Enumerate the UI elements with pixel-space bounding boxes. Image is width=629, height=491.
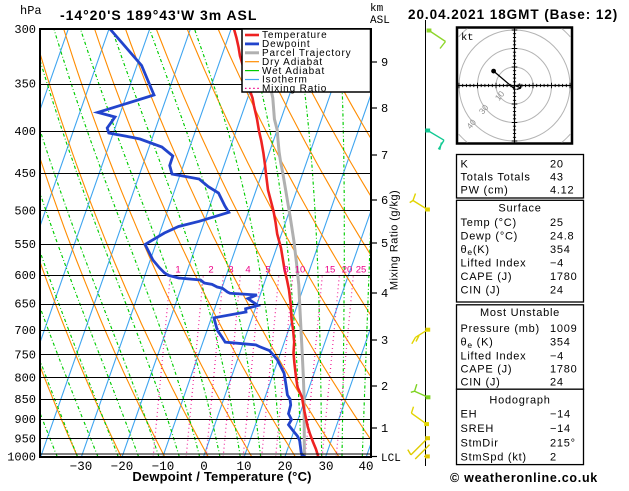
svg-text:Most Unstable: Most Unstable xyxy=(480,307,560,319)
svg-text:2: 2 xyxy=(550,452,557,464)
svg-text:4: 4 xyxy=(381,287,388,301)
svg-text:25: 25 xyxy=(550,217,564,229)
svg-text:km: km xyxy=(370,3,384,15)
svg-text:10: 10 xyxy=(236,460,251,474)
svg-text:5: 5 xyxy=(265,265,270,276)
svg-text:1009: 1009 xyxy=(550,323,577,335)
svg-text:7: 7 xyxy=(381,149,388,163)
svg-text:CIN (J): CIN (J) xyxy=(461,377,501,389)
svg-text:−4: −4 xyxy=(550,258,564,270)
svg-text:20.04.2021 18GMT (Base: 12): 20.04.2021 18GMT (Base: 12) xyxy=(408,7,618,22)
svg-text:900: 900 xyxy=(14,413,36,427)
svg-text:1: 1 xyxy=(175,265,180,276)
svg-text:750: 750 xyxy=(14,348,36,362)
svg-text:6: 6 xyxy=(381,194,388,208)
svg-text:700: 700 xyxy=(14,324,36,338)
svg-text:354: 354 xyxy=(550,337,571,349)
svg-text:Lifted Index: Lifted Index xyxy=(461,350,527,362)
svg-text:Totals Totals: Totals Totals xyxy=(461,172,531,184)
svg-text:354: 354 xyxy=(550,244,571,256)
svg-text:850: 850 xyxy=(14,393,36,407)
svg-text:ASL: ASL xyxy=(370,15,390,27)
svg-text:Hodograph: Hodograph xyxy=(489,394,550,406)
svg-text:CAPE (J): CAPE (J) xyxy=(461,363,513,375)
svg-text:5: 5 xyxy=(381,237,388,251)
svg-text:1: 1 xyxy=(381,422,388,436)
svg-text:1780: 1780 xyxy=(550,363,577,375)
svg-text:Dewpoint / Temperature (°C): Dewpoint / Temperature (°C) xyxy=(132,469,311,484)
svg-text:600: 600 xyxy=(14,269,36,283)
svg-text:43: 43 xyxy=(550,172,564,184)
svg-text:−30: −30 xyxy=(70,460,93,474)
svg-text:3: 3 xyxy=(381,334,388,348)
svg-text:2: 2 xyxy=(208,265,213,276)
svg-text:StmDir: StmDir xyxy=(461,438,499,450)
svg-text:Parcel Trajectory: Parcel Trajectory xyxy=(262,48,351,59)
svg-text:3: 3 xyxy=(228,265,233,276)
svg-text:Temperature: Temperature xyxy=(262,30,328,41)
svg-text:PW (cm): PW (cm) xyxy=(461,185,509,197)
svg-text:hPa: hPa xyxy=(20,4,42,18)
svg-text:20: 20 xyxy=(342,265,353,276)
svg-text:500: 500 xyxy=(14,204,36,218)
svg-text:24: 24 xyxy=(550,377,564,389)
svg-text:SREH: SREH xyxy=(461,423,495,435)
svg-text:950: 950 xyxy=(14,432,36,446)
svg-text:CIN (J): CIN (J) xyxy=(461,285,501,297)
svg-text:CAPE (J): CAPE (J) xyxy=(461,271,513,283)
svg-text:9: 9 xyxy=(381,56,388,70)
svg-text:8: 8 xyxy=(283,265,288,276)
svg-text:20: 20 xyxy=(277,460,292,474)
svg-text:−20: −20 xyxy=(111,460,134,474)
svg-text:20: 20 xyxy=(550,158,564,170)
svg-text:K: K xyxy=(461,158,469,170)
svg-text:Wet Adiabat: Wet Adiabat xyxy=(262,66,325,77)
svg-text:450: 450 xyxy=(14,167,36,181)
svg-text:kt: kt xyxy=(461,32,474,44)
svg-text:Dry Adiabat: Dry Adiabat xyxy=(262,57,323,68)
svg-text:EH: EH xyxy=(461,409,478,421)
svg-text:Isotherm: Isotherm xyxy=(262,75,308,86)
svg-text:Temp (°C): Temp (°C) xyxy=(461,217,517,229)
svg-text:0: 0 xyxy=(200,460,208,474)
svg-text:LCL: LCL xyxy=(381,453,401,465)
svg-text:24.8: 24.8 xyxy=(550,230,574,242)
svg-text:25: 25 xyxy=(356,265,367,276)
svg-text:StmSpd (kt): StmSpd (kt) xyxy=(461,452,527,464)
svg-text:Mixing Ratio: Mixing Ratio xyxy=(262,84,327,95)
svg-text:Dewpoint: Dewpoint xyxy=(262,39,311,50)
svg-text:800: 800 xyxy=(14,371,36,385)
svg-text:Surface: Surface xyxy=(498,203,541,215)
svg-text:400: 400 xyxy=(14,125,36,139)
svg-text:θe(K): θe(K) xyxy=(461,244,490,257)
svg-text:24: 24 xyxy=(550,285,564,297)
svg-text:−14: −14 xyxy=(550,423,571,435)
svg-text:2: 2 xyxy=(381,380,388,394)
svg-text:Mixing Ratio (g/kg): Mixing Ratio (g/kg) xyxy=(389,190,401,290)
svg-text:350: 350 xyxy=(14,78,36,92)
svg-text:4.12: 4.12 xyxy=(550,185,574,197)
svg-text:8: 8 xyxy=(381,102,388,116)
svg-text:−10: −10 xyxy=(152,460,175,474)
svg-text:−14: −14 xyxy=(550,409,571,421)
svg-text:© weatheronline.co.uk: © weatheronline.co.uk xyxy=(450,471,598,485)
svg-text:4: 4 xyxy=(245,265,250,276)
svg-text:Lifted Index: Lifted Index xyxy=(461,258,527,270)
svg-text:1780: 1780 xyxy=(550,271,577,283)
svg-text:1000: 1000 xyxy=(7,451,36,465)
svg-text:θe (K): θe (K) xyxy=(461,337,494,350)
svg-text:30: 30 xyxy=(318,460,333,474)
svg-text:215°: 215° xyxy=(550,438,576,450)
svg-text:650: 650 xyxy=(14,298,36,312)
svg-text:Dewp (°C): Dewp (°C) xyxy=(461,230,519,242)
svg-text:Pressure (mb): Pressure (mb) xyxy=(461,323,540,335)
svg-text:15: 15 xyxy=(325,265,336,276)
svg-text:300: 300 xyxy=(14,23,36,37)
svg-text:10: 10 xyxy=(295,265,306,276)
svg-text:−4: −4 xyxy=(550,350,564,362)
svg-text:40: 40 xyxy=(358,460,373,474)
svg-text:-14°20'S 189°43'W 3m ASL: -14°20'S 189°43'W 3m ASL xyxy=(60,7,257,23)
svg-text:550: 550 xyxy=(14,238,36,252)
